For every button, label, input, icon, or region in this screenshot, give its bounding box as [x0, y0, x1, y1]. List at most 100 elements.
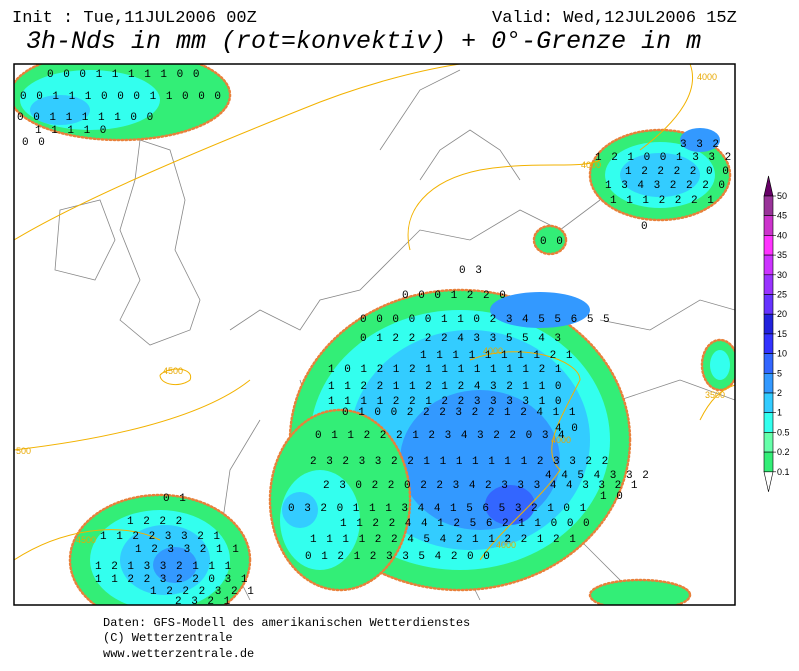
grid-values: 0 0 1 1 1 1 1 0 0: [17, 112, 155, 124]
colorbar-label: 30: [777, 270, 787, 280]
contour-label: 500: [16, 446, 31, 456]
colorbar-label: 25: [777, 290, 787, 300]
colorbar-segment: [763, 313, 774, 335]
precip-area: [490, 292, 590, 328]
colorbar-segment: [763, 392, 774, 414]
grid-values: 2 3 2 1: [175, 596, 232, 608]
footer-url: www.wetterzentrale.de: [103, 647, 254, 661]
colorbar-segment: [763, 254, 774, 276]
freezing-level-contours: [14, 64, 735, 561]
colorbar-label: 0.1: [777, 467, 790, 477]
grid-values: 1 1 1 2 2 2 1: [610, 195, 715, 207]
colorbar-label: 0.5: [777, 427, 790, 437]
contour-label: 4000: [496, 540, 516, 550]
grid-values: 4 4 5 4 3 3 2: [545, 470, 650, 482]
grid-values: 0 1 1 2 2 2 1 2 3 4 3 2 2 0 3 4: [315, 430, 566, 442]
grid-values: 2 3 2 3 3 2 2 1 1 1 1 1 1 1 2 3 3 2 2: [310, 456, 610, 468]
footer-source: Daten: GFS-Modell des amerikanischen Wet…: [103, 616, 470, 630]
grid-values: 0 3: [459, 265, 483, 277]
grid-values: 1 1 2 2 3 3 2 1: [100, 531, 222, 543]
colorbar-label: 20: [777, 309, 787, 319]
colorbar-segment: [763, 451, 774, 473]
colorbar-segment: [763, 432, 774, 453]
colorbar-label: 2: [777, 388, 782, 398]
colorbar-segment: [763, 235, 774, 256]
colorbar-label: 5: [777, 368, 782, 378]
grid-values: 1 2 1 0 0 1 3 3 2: [595, 152, 733, 164]
grid-values: 4 0: [555, 423, 579, 435]
grid-values: 1 0 1 2 1 2 1 1 1 1 1 1 1 2 1: [328, 364, 563, 376]
grid-values: 0 0 0 0 0 1 1 0 2 3 4 5 5 6 5 5: [360, 314, 611, 326]
grid-values: 0 1: [163, 493, 187, 505]
grid-values: 1 1 1 1 1 1 1 1 2 1: [420, 350, 574, 362]
colorbar-segment: [763, 215, 774, 236]
colorbar-label: 35: [777, 250, 787, 260]
precip-area: [153, 547, 197, 583]
grid-values: 2 3 0 2 2 0 2 2 3 4 2 3 3 3 4 4 3 3 2 1: [323, 480, 639, 492]
colorbar-bottom: [763, 471, 774, 492]
grid-values: 0 0: [540, 236, 564, 248]
grid-values: 1 1 1 1 2 2 1 2 2 3 3 3 3 1 0: [328, 396, 563, 408]
colorbar-segment: [763, 294, 774, 315]
contour-label: 3500: [705, 390, 725, 400]
grid-values: 1 2 2 2: [127, 516, 184, 528]
grid-values: 0: [641, 221, 649, 233]
grid-values: 1 0: [600, 491, 624, 503]
precip-area: [588, 578, 692, 605]
colorbar-label: 45: [777, 211, 787, 221]
grid-values: 1 2 2 2 3 2 1: [150, 586, 255, 598]
colorbar-segment: [763, 412, 774, 433]
grid-values: 1 1 1 1 0: [35, 125, 108, 137]
precip-area: [710, 350, 730, 380]
precip-area: [532, 224, 568, 256]
map-frame: [13, 63, 736, 606]
grid-values: 0 0 0 1 1 1 1 1 0 0: [47, 69, 201, 81]
precip-area: [282, 492, 318, 528]
precip-area: [680, 128, 720, 152]
colorbar-label: 40: [777, 230, 787, 240]
grid-values: 0 1 2 2 2 2 4 3 3 5 5 4 3: [360, 333, 563, 345]
grid-values: 1 2 2 2 2 0 0: [625, 166, 730, 178]
grid-values: 0 3 2 0 1 1 1 3 4 4 1 5 6 5 3 2 1 0 1: [288, 503, 588, 515]
valid-time: Valid: Wed,12JUL2006 15Z: [492, 9, 737, 28]
contour-label: 4500: [76, 535, 96, 545]
colorbar-segment: [763, 274, 774, 295]
contour-label: 4000: [697, 72, 717, 82]
contour-label: 4500: [163, 366, 183, 376]
contour-label: 4000: [581, 160, 601, 170]
grid-values: 1 2 3 3 2 1 1: [135, 544, 240, 556]
grid-values: 0 0: [22, 137, 46, 149]
grid-values: 1 1 2 2 3 2 2 0 3 1: [95, 574, 249, 586]
map-area: 4000 4000 4000 4000 4000 3500 4500 4500 500 0 0 …: [14, 64, 735, 608]
colorbar-label: 1: [777, 408, 782, 418]
contour-label: 4000: [551, 435, 571, 445]
precip-area: [620, 153, 700, 197]
map-title: 3h-Nds in mm (rot=konvektiv) + 0°-Grenze…: [26, 27, 701, 56]
grid-values: 0 0 0 1 2 2 0: [402, 290, 507, 302]
grid-values: 1 2 1 3 3 2 1 1 1: [95, 561, 233, 573]
colorbar-top: [763, 175, 774, 197]
contour-label: 4000: [483, 346, 503, 356]
grid-values: 1 3 4 3 2 2 2 0: [605, 180, 727, 192]
footer-copyright: (C) Wetterzentrale: [103, 631, 233, 645]
grid-values: 0 0 1 1 1 0 0 0 1 1 0 0 0: [20, 91, 223, 103]
grid-values: 0 1 0 0 2 2 2 3 2 2 1 2 4 1 1: [342, 407, 577, 419]
colorbar-label: 10: [777, 349, 787, 359]
legend: 50 45 40 35 30 25 20 15 10 5 2 1 0.5 0.2 0.1: [763, 175, 790, 492]
grid-values: 0 1 2 1 2 3 3 5 4 2 0 0: [305, 551, 491, 563]
grid-values: 3 3 2: [680, 139, 721, 151]
colorbar-label: 0.2: [777, 447, 790, 457]
grid-values: 1 1 1 1 2 2 4 5 4 2 1 1 2 2 1 2 1: [310, 534, 577, 546]
colorbar-segment: [763, 195, 774, 217]
init-time: Init : Tue,11JUL2006 00Z: [12, 9, 257, 28]
colorbar-label: 50: [777, 191, 787, 201]
grid-values: 1 1 2 2 4 4 1 2 5 6 2 1 1 0 0 0: [340, 518, 591, 530]
colorbar-label: 15: [777, 329, 787, 339]
colorbar-segment: [763, 372, 774, 394]
grid-values: 1 1 2 2 1 1 2 1 2 4 3 2 1 1 0: [328, 381, 563, 393]
precip-area: [485, 485, 535, 525]
colorbar-segment: [763, 353, 774, 374]
precip-area: [30, 95, 90, 125]
colorbar-segment: [763, 333, 774, 354]
